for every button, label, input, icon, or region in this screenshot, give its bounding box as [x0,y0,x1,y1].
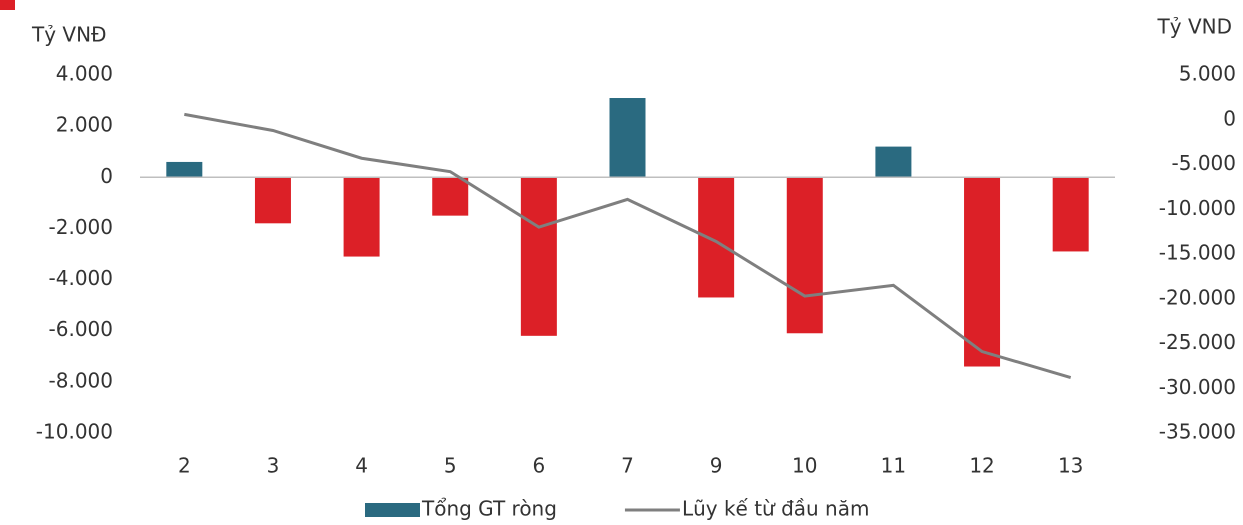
y-tick-label: 2.000 [56,113,113,137]
bar [786,177,823,334]
x-tick-label: 11 [881,454,906,478]
bar [609,98,646,178]
y2-tick-label: 5.000 [1179,62,1236,86]
x-tick-label: 3 [267,454,280,478]
x-tick-label: 4 [355,454,368,478]
y-tick-label: -4.000 [49,266,113,290]
bar [166,161,203,178]
bar [254,177,291,224]
x-tick-label: 12 [969,454,994,478]
y-tick-label: 4.000 [56,62,113,86]
line [184,112,1072,379]
y2-tick-label: -5.000 [1172,151,1236,175]
bar [343,177,380,257]
x-tick-label: 10 [792,454,817,478]
y-tick-label: -6.000 [49,317,113,341]
bar [698,177,735,298]
y2-tick-label: -25.000 [1159,330,1236,354]
x-tick-label: 5 [444,454,457,478]
y-tick-label: -8.000 [49,368,113,392]
bar [964,177,1001,367]
x-tick-label: 7 [621,454,634,478]
y2-tick-label: -30.000 [1159,375,1236,399]
bar [875,146,912,178]
y2-tick-label: -20.000 [1159,285,1236,309]
bar [520,177,557,336]
bar [432,177,469,216]
title-marker [0,0,15,10]
x-tick-label: 9 [710,454,723,478]
y2-axis-title: Tỷ VND [1157,15,1232,39]
y2-tick-label: -10.000 [1159,196,1236,220]
legend-label: Lũy kế từ đầu năm [682,497,870,521]
y2-tick-label: -15.000 [1159,241,1236,265]
y2-tick-label: 0 [1223,106,1236,130]
y-axis-title: Tỷ VNĐ [31,23,107,47]
y-tick-label: -10.000 [36,420,113,444]
bar [1052,177,1089,252]
x-tick-label: 6 [532,454,545,478]
legend-swatch [365,503,420,517]
y-tick-label: 0 [100,164,113,188]
legend-label: Tổng GT ròng [421,497,557,521]
x-tick-label: 2 [178,454,191,478]
y2-tick-label: -35.000 [1159,420,1236,444]
x-tick-label: 13 [1058,454,1083,478]
y-tick-label: -2.000 [49,215,113,239]
